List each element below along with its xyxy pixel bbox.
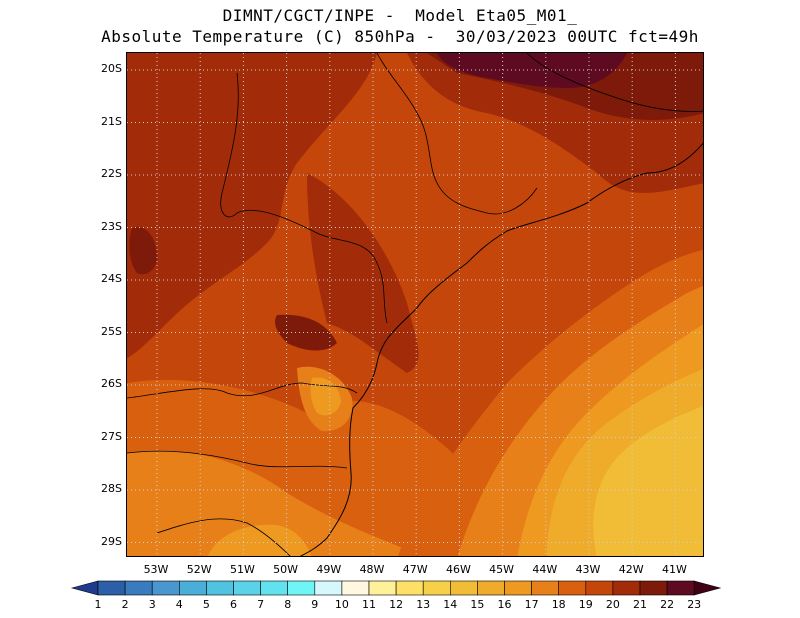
colorbar: [70, 580, 722, 596]
lat-tick-label: 24S: [101, 272, 122, 285]
lon-tick-label: 50W: [273, 563, 299, 576]
lon-tick-label: 47W: [402, 563, 428, 576]
colorbar-tick-label: 21: [633, 598, 647, 611]
colorbar-swatch: [477, 580, 505, 596]
colorbar-tick-label: 23: [687, 598, 702, 611]
lon-tick-label: 45W: [489, 563, 515, 576]
colorbar-tick-label: 13: [416, 598, 431, 611]
lat-tick-label: 20S: [101, 62, 122, 75]
colorbar-swatch: [531, 580, 559, 596]
colorbar-swatch: [233, 580, 261, 596]
field-c-darkest: [275, 314, 337, 351]
colorbar-swatch: [151, 580, 180, 596]
colorbar-swatch: [341, 580, 370, 596]
colorbar-swatch: [558, 580, 587, 596]
colorbar-tick-label: 1: [94, 598, 102, 611]
colorbar-swatch: [395, 580, 424, 596]
lon-tick-label: 43W: [575, 563, 601, 576]
colorbar-tick-label: 16: [497, 598, 512, 611]
colorbar-tick-label: 22: [660, 598, 675, 611]
colorbar-swatch: [368, 580, 397, 596]
colorbar-tick-label: 20: [605, 598, 620, 611]
field-center-dark: [307, 173, 419, 373]
colorbar-swatch: [585, 580, 614, 596]
state-border-6: [156, 518, 291, 556]
lat-tick-label: 28S: [101, 482, 122, 495]
field-coast-lighter: [310, 377, 341, 416]
field-w-darkest: [129, 226, 158, 275]
colorbar-tick-label: 17: [524, 598, 539, 611]
colorbar-swatch: [97, 580, 126, 596]
field-se-15: [593, 405, 703, 556]
lon-tick-label: 44W: [532, 563, 558, 576]
colorbar-swatch: [666, 580, 695, 596]
colorbar-swatch: [639, 580, 668, 596]
coastline: [299, 142, 703, 556]
colorbar-tick-label: 5: [202, 598, 210, 611]
colorbar-tick-label: 15: [470, 598, 485, 611]
field-s-pocket: [208, 524, 312, 556]
colorbar-tick-label: 9: [311, 598, 319, 611]
field-sw-lighter: [127, 450, 423, 556]
colorbar-tick-label: 19: [578, 598, 593, 611]
colorbar-tick-label: 7: [257, 598, 265, 611]
lon-tick-label: 46W: [445, 563, 471, 576]
colorbar-tick-label: 14: [443, 598, 458, 611]
lon-tick-label: 49W: [316, 563, 342, 576]
lat-tick-label: 21S: [101, 114, 122, 128]
colorbar-swatch: [260, 580, 289, 596]
lon-tick-label: 48W: [359, 563, 385, 576]
lon-tick-label: 53W: [143, 563, 169, 576]
colorbar-tick-label: 8: [284, 598, 292, 611]
lon-tick-label: 51W: [229, 563, 255, 576]
colorbar-tick-label: 2: [121, 598, 129, 611]
lat-tick-label: 29S: [101, 534, 122, 548]
lat-lon-grid: [127, 53, 703, 556]
field-nw-dark: [127, 53, 377, 358]
lon-tick-label: 52W: [186, 563, 212, 576]
colorbar-swatch: [287, 580, 316, 596]
lat-tick-label: 23S: [101, 219, 122, 233]
colorbar-swatch: [314, 580, 343, 596]
colorbar-swatch: [449, 580, 478, 596]
state-border-1: [127, 382, 358, 399]
lat-tick-label: 26S: [101, 377, 122, 390]
colorbar-tick-label: 11: [362, 598, 376, 611]
colorbar-high-arrow: [693, 580, 722, 596]
colorbar-swatch: [422, 580, 451, 596]
colorbar-tick-label: 4: [175, 598, 183, 611]
colorbar-tick-label: 12: [389, 598, 404, 611]
colorbar-swatch: [612, 580, 641, 596]
colorbar-swatch: [206, 580, 234, 596]
state-border-3: [220, 72, 388, 324]
state-border-2: [127, 450, 348, 469]
colorbar-swatch: [124, 580, 153, 596]
colorbar-tick-label: 6: [230, 598, 237, 611]
colorbar-swatch: [179, 580, 207, 596]
lon-tick-label: 42W: [618, 563, 644, 576]
state-border-5: [526, 53, 703, 112]
colorbar-low-arrow: [70, 580, 99, 596]
chart-title-line-2: Absolute Temperature (C) 850hPa - 30/03/…: [101, 27, 699, 46]
colorbar-tick-label: 18: [551, 598, 566, 611]
colorbar-tick-label: 10: [334, 598, 349, 611]
temperature-map: [126, 52, 704, 557]
colorbar-swatch: [504, 580, 532, 596]
state-border-4: [376, 53, 538, 215]
colorbar-tick-label: 3: [148, 598, 156, 611]
lat-tick-label: 25S: [101, 324, 122, 338]
chart-title-line-1: DIMNT/CGCT/INPE - Model Eta05_M01_: [222, 6, 578, 25]
lat-tick-label: 27S: [101, 429, 122, 443]
lat-tick-label: 22S: [101, 167, 122, 180]
temperature-field: [127, 53, 703, 556]
lon-tick-label: 41W: [661, 563, 687, 576]
